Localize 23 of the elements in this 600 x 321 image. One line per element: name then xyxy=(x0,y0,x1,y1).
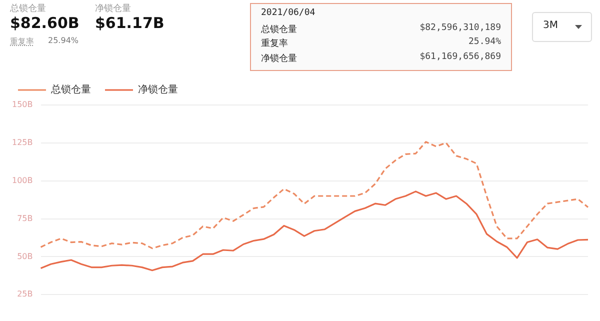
text: $61,169,656,869 xyxy=(420,52,501,62)
line-series xyxy=(40,141,589,250)
text: 重复率 xyxy=(261,38,288,50)
text: 重复率 xyxy=(10,36,34,47)
y-tick-label: 50B xyxy=(17,252,33,261)
text: 净锁仓量 xyxy=(95,2,131,15)
legend-label: 净锁仓量 xyxy=(138,84,178,96)
text: $82,596,310,189 xyxy=(420,23,501,33)
y-tick-label: 25B xyxy=(17,290,33,299)
text: 总锁仓量 xyxy=(10,2,46,15)
y-tick-label: 75B xyxy=(17,214,33,223)
text: 25.94% xyxy=(468,37,501,47)
text: 2021/06/04 xyxy=(261,8,316,18)
text: 净锁仓量 xyxy=(261,52,297,65)
text: 3M xyxy=(543,20,558,31)
y-tick-label: 125B xyxy=(12,138,33,147)
text: $61.17B xyxy=(95,14,164,32)
text: $82.60B xyxy=(10,14,80,32)
y-tick-label: 150B xyxy=(12,100,33,110)
text: 总锁仓量 xyxy=(261,24,297,36)
text: 25.94% xyxy=(48,36,79,45)
y-tick-label: 100B xyxy=(12,176,33,185)
legend-label: 总锁仓量 xyxy=(50,84,91,96)
